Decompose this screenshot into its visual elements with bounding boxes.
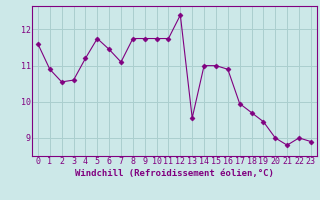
X-axis label: Windchill (Refroidissement éolien,°C): Windchill (Refroidissement éolien,°C) xyxy=(75,169,274,178)
